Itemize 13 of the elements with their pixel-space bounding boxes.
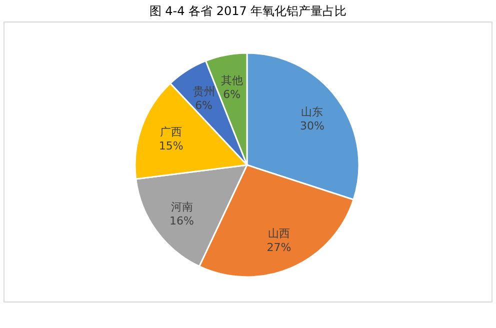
data-label: 6% xyxy=(195,98,213,112)
data-label: 16% xyxy=(170,214,194,228)
slice-label: 广西 xyxy=(160,126,182,139)
slice-label: 山西 xyxy=(268,227,290,240)
slice-label: 其他 xyxy=(220,74,243,87)
data-label: 30% xyxy=(300,120,324,133)
data-label: 15% xyxy=(158,140,184,153)
data-label: 6% xyxy=(223,88,241,101)
data-label: 27% xyxy=(266,241,292,254)
slice-label: 山东 xyxy=(301,106,324,119)
chart-title: 图 4-4 各省 2017 年氧化铝产量占比 xyxy=(149,4,347,18)
slice-label: 贵州 xyxy=(192,84,215,98)
slice-label: 河南 xyxy=(170,200,193,214)
